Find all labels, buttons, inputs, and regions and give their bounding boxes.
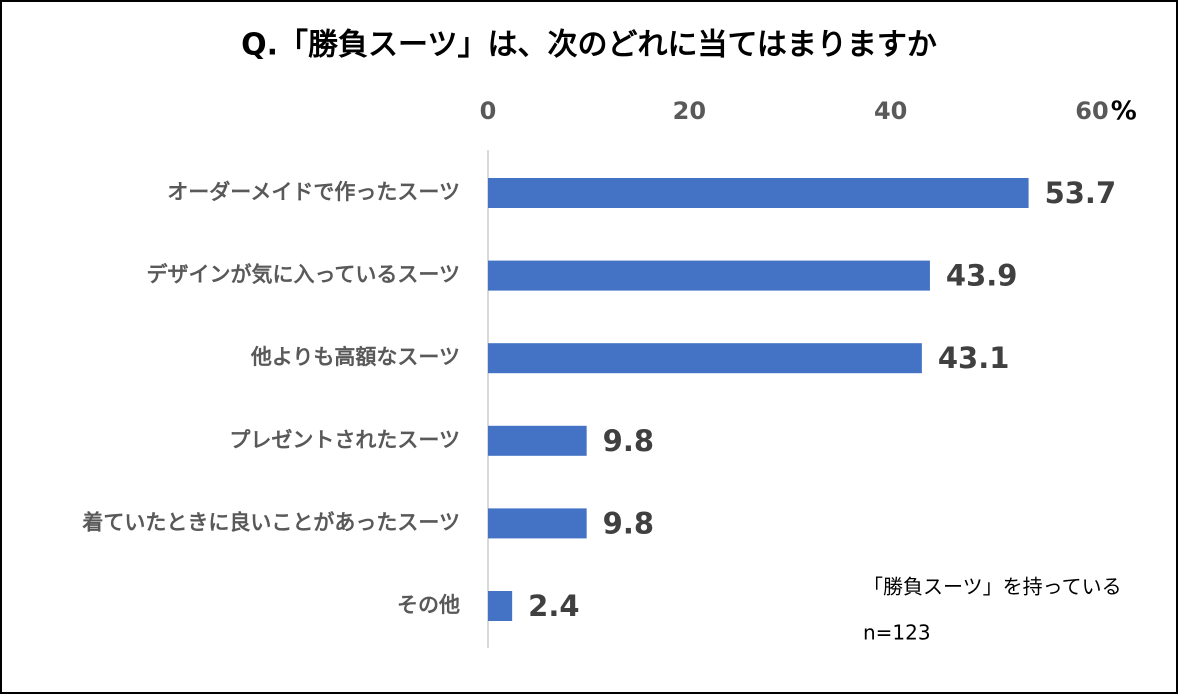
bar xyxy=(488,591,513,621)
annotation: 「勝負スーツ」を持っている xyxy=(863,575,1122,599)
y-tick-label: 着ていたときに良いことがあったスーツ xyxy=(81,510,460,534)
bar xyxy=(488,178,1029,208)
value-label: 9.8 xyxy=(603,506,654,540)
x-tick-label: 20 xyxy=(673,97,706,125)
y-tick-label: 他よりも高額なスーツ xyxy=(250,345,460,369)
y-tick-label: デザインが気に入っているスーツ xyxy=(146,263,460,287)
value-label: 53.7 xyxy=(1045,176,1117,210)
axis-unit: % xyxy=(1111,97,1137,127)
chart-title: Q.「勝負スーツ」は、次のどれに当てはまりますか xyxy=(241,28,937,63)
x-tick-label: 0 xyxy=(480,97,497,125)
y-tick-label: その他 xyxy=(397,593,460,617)
annotation: n=123 xyxy=(863,621,931,645)
value-label: 43.9 xyxy=(946,259,1018,293)
value-label: 43.1 xyxy=(938,341,1010,375)
value-label: 2.4 xyxy=(528,589,579,623)
x-tick-label: 40 xyxy=(874,97,907,125)
x-tick-label: 60 xyxy=(1075,97,1108,125)
value-label: 9.8 xyxy=(603,424,654,458)
y-tick-label: プレゼントされたスーツ xyxy=(229,428,460,452)
bar xyxy=(488,343,922,374)
bar xyxy=(488,425,587,456)
bar xyxy=(488,260,930,291)
bar xyxy=(488,508,587,539)
y-tick-label: オーダーメイドで作ったスーツ xyxy=(167,180,460,204)
